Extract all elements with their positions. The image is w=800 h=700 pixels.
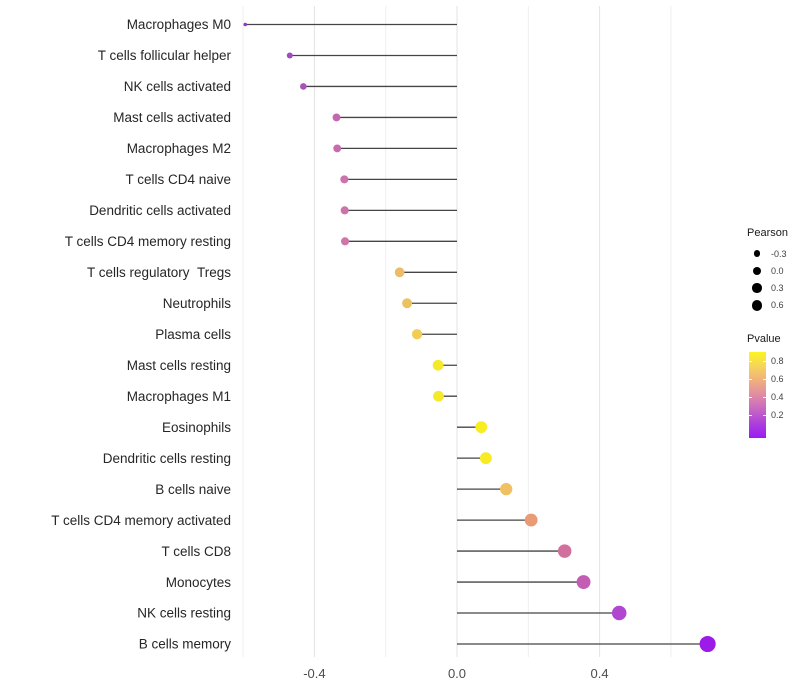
category-label: T cells CD4 memory activated [51, 513, 231, 528]
lollipop-dot [332, 113, 341, 122]
lollipop-dot [524, 513, 538, 527]
legend-size-item: 0.6 [745, 296, 784, 314]
lollipop-dot [432, 359, 444, 371]
colorbar-tick-mark [763, 415, 766, 416]
lollipop-dot [340, 237, 350, 246]
colorbar-tick-mark [763, 397, 766, 398]
category-label: Mast cells activated [113, 110, 231, 125]
lollipop-dot [243, 22, 248, 27]
category-label: Macrophages M2 [127, 141, 231, 156]
x-axis-tick-label: 0.0 [448, 666, 466, 681]
category-label: NK cells activated [124, 79, 231, 94]
legend-size-dot [751, 299, 763, 311]
category-label: Mast cells resting [127, 358, 231, 373]
legend-size-item: 0.3 [745, 279, 784, 297]
category-label: T cells follicular helper [98, 48, 232, 63]
lollipop-dot [286, 52, 293, 59]
colorbar-tick-mark [749, 361, 752, 362]
category-label: B cells memory [139, 637, 232, 652]
lollipop-dot [402, 298, 413, 309]
category-label: Monocytes [166, 575, 232, 590]
colorbar-tick-mark [749, 415, 752, 416]
category-label: NK cells resting [137, 606, 231, 621]
legend-size-label: 0.0 [771, 265, 784, 276]
colorbar-tick-label: 0.6 [771, 373, 784, 384]
colorbar-tick-mark [763, 379, 766, 380]
legend-size-label: 0.6 [771, 300, 784, 311]
colorbar-tick-label: 0.4 [771, 391, 784, 402]
legend-size-dot [752, 283, 762, 293]
legend-size-item: -0.3 [745, 245, 787, 263]
legend-size-dot [753, 266, 761, 275]
legend-size-dot [753, 250, 761, 257]
lollipop-dot [500, 482, 513, 496]
x-axis-tick-label: 0.4 [591, 666, 609, 681]
lollipop-dot [394, 267, 405, 278]
lollipop-dot [333, 144, 342, 153]
lollipop-dot [475, 421, 488, 434]
category-label: T cells CD8 [161, 544, 231, 559]
legend-size-label: 0.3 [771, 283, 784, 294]
colorbar-tick-mark [763, 361, 766, 362]
category-label: T cells regulatory Tregs [87, 265, 231, 280]
x-axis-tick-label: -0.4 [303, 666, 325, 681]
pearson-legend-title: Pearson [747, 227, 788, 239]
lollipop-dot [433, 390, 444, 402]
lollipop-dot [340, 206, 349, 215]
lollipop-dot [576, 575, 591, 589]
lollipop-dot [611, 605, 627, 621]
category-label: Plasma cells [155, 327, 231, 342]
lollipop-dot [300, 83, 307, 90]
category-label: Neutrophils [163, 296, 232, 311]
pvalue-legend-title: Pvalue [747, 333, 781, 345]
category-label: Macrophages M1 [127, 389, 231, 404]
colorbar-tick-label: 0.2 [771, 409, 784, 420]
category-label: Dendritic cells resting [103, 451, 231, 466]
lollipop-dot [479, 452, 492, 465]
legend-size-label: -0.3 [771, 248, 787, 259]
category-label: Eosinophils [162, 420, 231, 435]
colorbar-tick-mark [749, 397, 752, 398]
category-label: T cells CD4 naive [125, 172, 231, 187]
colorbar-tick-label: 0.8 [771, 355, 784, 366]
category-label: T cells CD4 memory resting [65, 234, 231, 249]
lollipop-dot [340, 175, 349, 184]
lollipop-dot [411, 329, 423, 340]
category-label: Macrophages M0 [127, 17, 231, 32]
colorbar-tick-mark [749, 379, 752, 380]
pvalue-colorbar [749, 352, 766, 438]
legend-size-item: 0.0 [745, 262, 784, 280]
category-label: Dendritic cells activated [89, 203, 231, 218]
category-label: B cells naive [155, 482, 231, 497]
lollipop-dot [557, 544, 572, 558]
lollipop-dot [699, 635, 716, 653]
